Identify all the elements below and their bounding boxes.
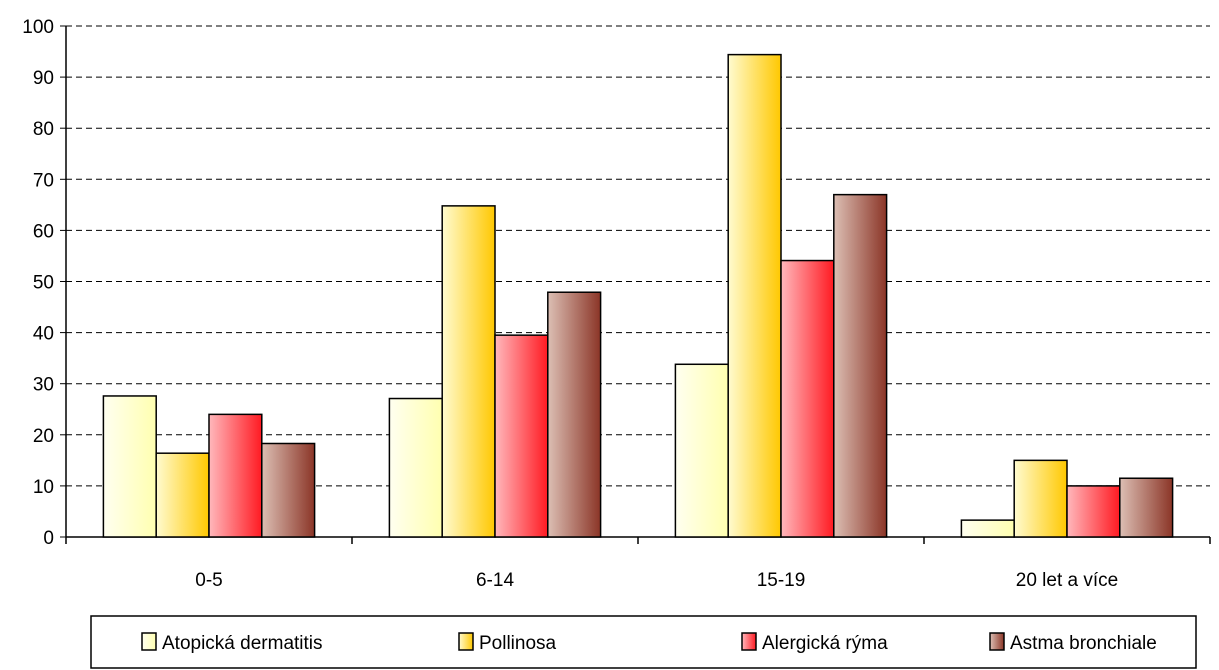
legend-swatch [741,632,757,651]
bar [547,291,602,538]
bars [102,53,1174,538]
x-tick-label: 20 let a více [1016,570,1118,591]
x-tick-label: 15-19 [757,570,806,591]
bar [674,363,729,538]
legend-label: Alergická rýma [762,633,888,654]
y-tick-label: 100 [22,17,54,38]
legend-label: Atopická dermatitis [162,633,323,654]
legend-box [90,615,1197,669]
legend-swatch [458,632,474,651]
y-tick-label: 0 [43,528,54,549]
y-tick-label: 90 [33,68,54,89]
y-tick-label: 40 [33,324,54,345]
legend: Atopická dermatitis Pollinosa Alergická rý… [90,615,1197,669]
y-tick-label: 10 [33,477,54,498]
y-tick-label: 60 [33,221,54,242]
y-tick-label: 30 [33,375,54,396]
bar [261,442,316,538]
legend-label: Pollinosa [479,633,557,654]
bar [960,519,1015,538]
bar [388,397,443,538]
legend-swatch [141,632,157,651]
bar [727,53,782,538]
bar [780,259,835,538]
legend-swatch [989,632,1005,651]
y-tick-label: 20 [33,426,54,447]
bar [155,452,210,538]
bar [494,334,549,538]
bar [102,395,157,538]
tick-labels: 0 10 20 30 40 50 60 70 80 90 100 0-5 6-14 15-19 20 let… [22,17,1118,591]
bar [1066,485,1121,538]
x-tick-label: 0-5 [195,570,222,591]
bar [441,205,496,538]
x-tick-label: 6-14 [476,570,514,591]
legend-label: Astma bronchiale [1010,633,1157,654]
bar [208,413,263,538]
y-tick-label: 50 [33,273,54,294]
y-tick-label: 70 [33,170,54,191]
bar [1013,459,1068,538]
bar [833,193,888,538]
y-tick-label: 80 [33,119,54,140]
bar [1119,477,1174,538]
